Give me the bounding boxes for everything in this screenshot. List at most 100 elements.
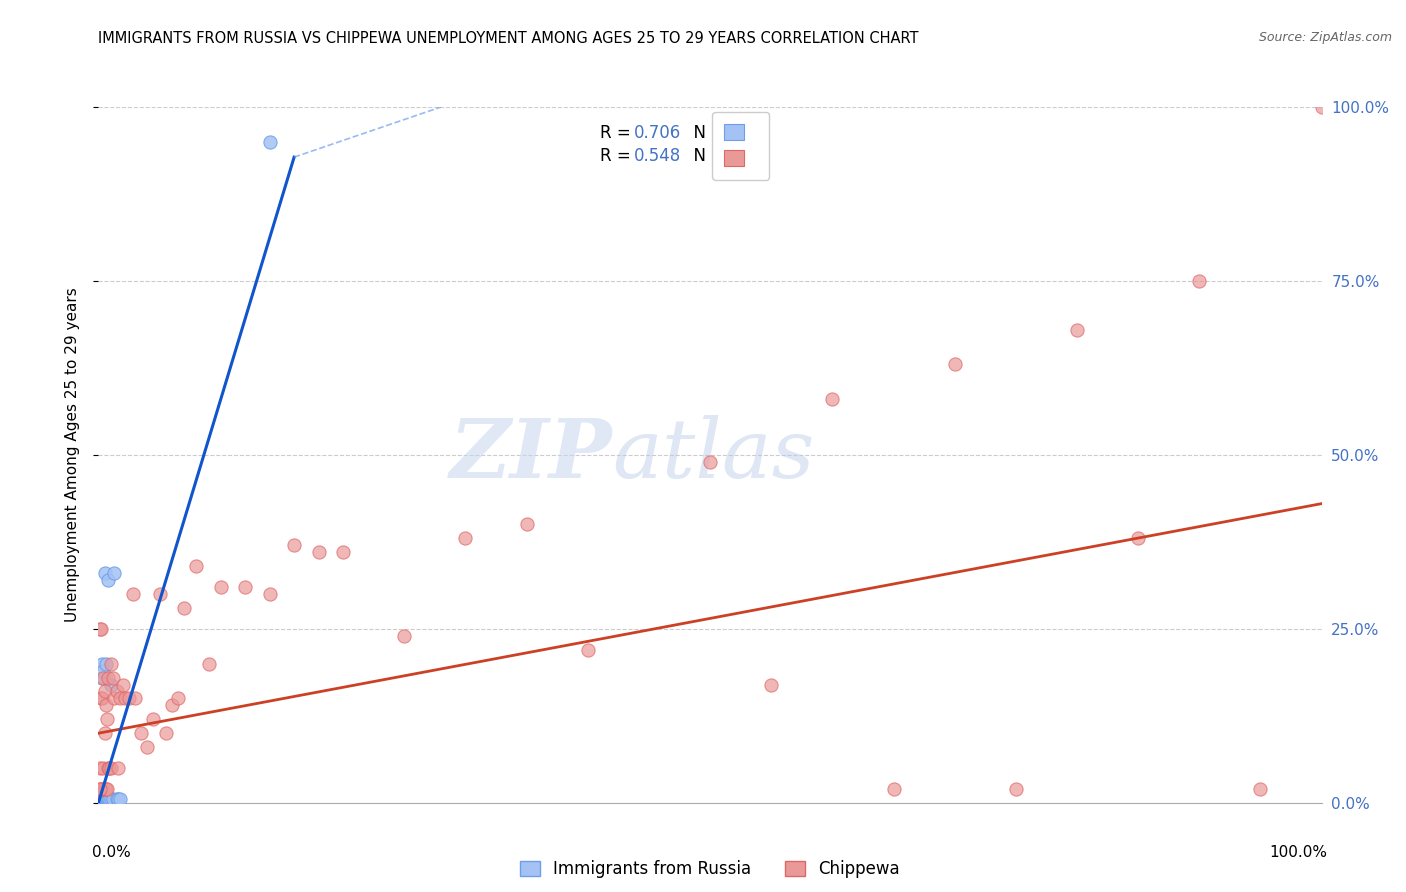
Point [89, 792, 111, 806]
Point [96, 792, 118, 806]
Point [97, 671, 120, 685]
Point [100, 677, 122, 691]
Point [96, 781, 118, 796]
Point [699, 455, 721, 469]
Point [93, 726, 115, 740]
Point [89, 789, 111, 803]
Point [98, 792, 121, 806]
Text: R =: R = [600, 146, 636, 165]
Point [96, 712, 118, 726]
Point [1066, 323, 1088, 337]
Point [91, 691, 114, 706]
Point [90, 792, 112, 806]
Point [883, 781, 905, 796]
Point [209, 580, 232, 594]
Text: 0.0%: 0.0% [93, 845, 131, 860]
Y-axis label: Unemployment Among Ages 25 to 29 years: Unemployment Among Ages 25 to 29 years [65, 287, 80, 623]
Point [943, 358, 966, 372]
Text: 100.0%: 100.0% [1270, 845, 1327, 860]
Point [89, 789, 111, 803]
Point [392, 629, 416, 643]
Point [761, 677, 783, 691]
Point [98, 761, 121, 775]
Point [111, 677, 134, 691]
Point [160, 698, 183, 713]
Point [110, 691, 132, 706]
Point [155, 726, 177, 740]
Point [89, 622, 111, 636]
Point [1310, 100, 1333, 114]
Point [129, 726, 152, 740]
Point [121, 587, 143, 601]
Point [94, 698, 117, 713]
Point [283, 538, 305, 552]
Point [1004, 781, 1026, 796]
Point [91, 792, 114, 806]
Point [93, 781, 115, 796]
Legend: Immigrants from Russia, Chippewa: Immigrants from Russia, Chippewa [513, 854, 907, 885]
Text: ZIP: ZIP [450, 415, 612, 495]
Point [93, 792, 115, 806]
Point [136, 740, 159, 755]
Point [91, 671, 114, 685]
Point [105, 792, 128, 806]
Point [94, 781, 117, 796]
Text: N =: N = [683, 146, 731, 165]
Point [167, 691, 190, 706]
Point [90, 792, 112, 806]
Point [124, 691, 146, 706]
Point [233, 580, 256, 594]
Point [89, 792, 111, 806]
Text: 0.548: 0.548 [634, 146, 682, 165]
Point [89, 792, 111, 806]
Point [100, 761, 122, 775]
Point [576, 642, 599, 657]
Point [91, 657, 114, 671]
Text: Source: ZipAtlas.com: Source: ZipAtlas.com [1258, 31, 1392, 45]
Point [173, 601, 195, 615]
Point [94, 792, 117, 806]
Text: atlas: atlas [612, 415, 814, 495]
Point [91, 664, 114, 678]
Text: 64: 64 [730, 146, 751, 165]
Point [118, 691, 141, 706]
Point [91, 761, 114, 775]
Point [1128, 532, 1150, 546]
Point [149, 587, 172, 601]
Point [89, 781, 111, 796]
Point [90, 622, 112, 636]
Point [89, 781, 111, 796]
Point [107, 761, 129, 775]
Point [114, 691, 136, 706]
Point [110, 792, 132, 806]
Text: R =: R = [600, 124, 636, 143]
Point [1249, 781, 1271, 796]
Text: 31: 31 [730, 124, 751, 143]
Point [90, 691, 112, 706]
Point [107, 792, 129, 806]
Text: 0.706: 0.706 [634, 124, 682, 143]
Point [100, 657, 122, 671]
Point [100, 792, 122, 806]
Point [91, 792, 114, 806]
Point [101, 792, 124, 806]
Point [105, 684, 128, 698]
Text: IMMIGRANTS FROM RUSSIA VS CHIPPEWA UNEMPLOYMENT AMONG AGES 25 TO 29 YEARS CORREL: IMMIGRANTS FROM RUSSIA VS CHIPPEWA UNEMP… [98, 31, 920, 46]
Point [90, 781, 112, 796]
Point [103, 691, 125, 706]
Point [91, 781, 114, 796]
Text: N =: N = [683, 124, 731, 143]
Point [308, 545, 330, 559]
Point [97, 761, 120, 775]
Point [91, 671, 114, 685]
Point [332, 545, 354, 559]
Point [97, 792, 120, 806]
Point [186, 559, 208, 574]
Point [454, 532, 477, 546]
Point [1188, 274, 1211, 288]
Point [93, 792, 115, 806]
Point [821, 392, 844, 407]
Point [90, 789, 112, 803]
Point [197, 657, 219, 671]
Point [94, 657, 117, 671]
